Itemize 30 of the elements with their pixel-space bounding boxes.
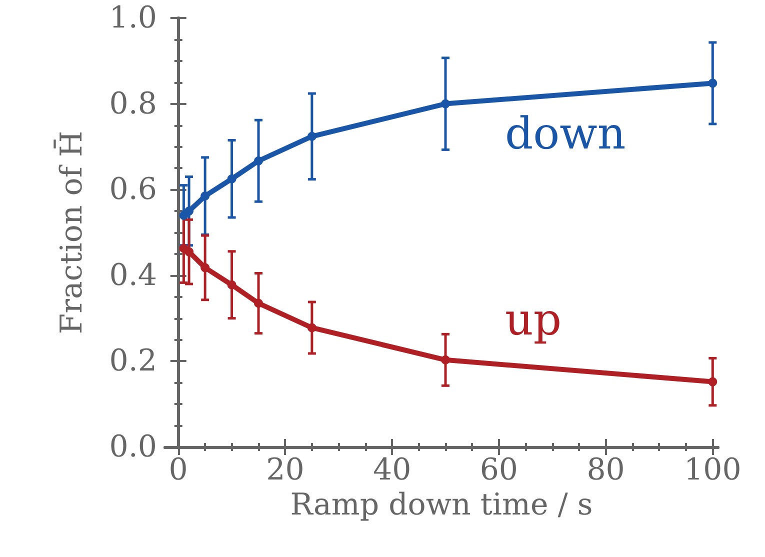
x-axis-title: Ramp down time / s	[290, 487, 593, 522]
series-label: up	[505, 294, 562, 346]
y-tick-label: 0.8	[109, 86, 157, 122]
y-tick-label: 0.0	[109, 430, 157, 464]
point	[307, 323, 316, 332]
point	[441, 99, 450, 108]
point	[307, 132, 316, 141]
point	[441, 355, 450, 364]
y-tick-label: 1.0	[109, 0, 157, 36]
y-tick-label: 0.4	[109, 258, 157, 293]
point	[254, 298, 263, 308]
y-tick-label: 0.2	[109, 344, 157, 379]
point	[227, 174, 236, 184]
x-tick-label: 20	[266, 452, 304, 488]
x-tick-label: 80	[586, 452, 625, 488]
point	[184, 247, 194, 256]
x-tick-label: 40	[372, 452, 412, 488]
point	[184, 206, 194, 216]
point	[227, 280, 236, 290]
point	[200, 192, 210, 201]
x-tick-label: 0	[168, 452, 188, 488]
point	[708, 377, 718, 386]
series-label: down	[505, 108, 626, 160]
y-axis-title: Fraction of H̄	[53, 130, 90, 334]
x-tick-label: 60	[480, 452, 518, 488]
point	[708, 78, 718, 88]
point	[254, 156, 263, 166]
x-tick-label: 100	[684, 452, 742, 488]
point	[200, 263, 210, 272]
y-tick-label: 0.6	[109, 172, 157, 208]
